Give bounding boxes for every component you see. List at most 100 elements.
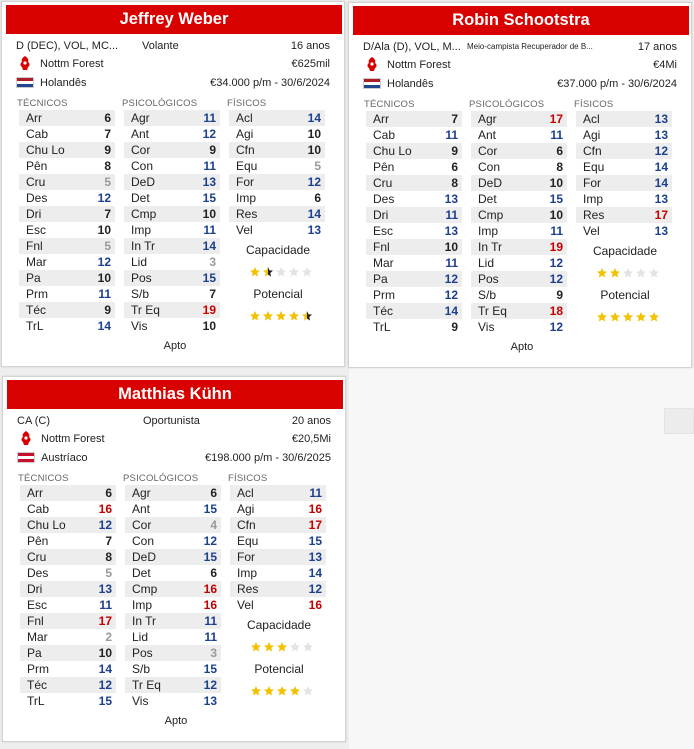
attribute-row[interactable]: Vel 16	[230, 597, 326, 613]
attribute-row[interactable]: Cmp 16	[125, 581, 221, 597]
attribute-row[interactable]: Acl 13	[576, 111, 672, 127]
attribute-row[interactable]: Prm 14	[20, 661, 116, 677]
attribute-row[interactable]: DeD 10	[471, 175, 567, 191]
attribute-row[interactable]: Agr 6	[125, 485, 221, 501]
attribute-row[interactable]: Acl 11	[230, 485, 326, 501]
attribute-row[interactable]: Cor 4	[125, 517, 221, 533]
attribute-row[interactable]: Det 15	[124, 190, 220, 206]
attribute-row[interactable]: Cfn 10	[229, 142, 325, 158]
attribute-row[interactable]: Téc 14	[366, 303, 462, 319]
attribute-row[interactable]: Cmp 10	[471, 207, 567, 223]
attribute-row[interactable]: Cab 11	[366, 127, 462, 143]
attribute-row[interactable]: DeD 15	[125, 549, 221, 565]
attribute-row[interactable]: Dri 13	[20, 581, 116, 597]
attribute-row[interactable]: Prm 12	[366, 287, 462, 303]
attribute-row[interactable]: Agi 16	[230, 501, 326, 517]
attribute-row[interactable]: Prm 11	[19, 286, 115, 302]
player-card[interactable]: Jeffrey Weber D (DEC), VOL, MC... Volante 1…	[1, 1, 345, 367]
attribute-row[interactable]: S/b 7	[124, 286, 220, 302]
attribute-row[interactable]: Cru 5	[19, 174, 115, 190]
attribute-row[interactable]: Fnl 10	[366, 239, 462, 255]
attribute-row[interactable]: Fnl 5	[19, 238, 115, 254]
attribute-row[interactable]: Des 13	[366, 191, 462, 207]
attribute-row[interactable]: Ant 12	[124, 126, 220, 142]
attribute-row[interactable]: Pos 15	[124, 270, 220, 286]
attribute-row[interactable]: Esc 13	[366, 223, 462, 239]
attribute-row[interactable]: Agi 10	[229, 126, 325, 142]
attribute-row[interactable]: Pa 12	[366, 271, 462, 287]
attribute-row[interactable]: Vel 13	[576, 223, 672, 239]
attribute-row[interactable]: Mar 2	[20, 629, 116, 645]
attribute-row[interactable]: Mar 11	[366, 255, 462, 271]
attribute-row[interactable]: TrL 14	[19, 318, 115, 334]
club-name[interactable]: Nottm Forest	[387, 59, 451, 71]
attribute-row[interactable]: Esc 11	[20, 597, 116, 613]
attribute-row[interactable]: In Tr 19	[471, 239, 567, 255]
player-name[interactable]: Jeffrey Weber	[6, 5, 342, 34]
attribute-row[interactable]: Pos 12	[471, 271, 567, 287]
attribute-row[interactable]: For 14	[576, 175, 672, 191]
attribute-row[interactable]: Chu Lo 9	[19, 142, 115, 158]
attribute-row[interactable]: Arr 6	[20, 485, 116, 501]
player-card[interactable]: Robin Schootstra D/Ala (D), VOL, M... Meio…	[348, 2, 692, 368]
player-card[interactable]: Matthias Kühn CA (C) Oportunista 20 anos Not…	[2, 376, 346, 742]
attribute-row[interactable]: Fnl 17	[20, 613, 116, 629]
attribute-row[interactable]: Imp 16	[125, 597, 221, 613]
attribute-row[interactable]: Cmp 10	[124, 206, 220, 222]
attribute-row[interactable]: Cru 8	[20, 549, 116, 565]
attribute-row[interactable]: Mar 12	[19, 254, 115, 270]
attribute-row[interactable]: Equ 15	[230, 533, 326, 549]
attribute-row[interactable]: Vel 13	[229, 222, 325, 238]
attribute-row[interactable]: Res 14	[229, 206, 325, 222]
attribute-row[interactable]: Vis 10	[124, 318, 220, 334]
attribute-row[interactable]: DeD 13	[124, 174, 220, 190]
attribute-row[interactable]: Cor 9	[124, 142, 220, 158]
attribute-row[interactable]: Imp 11	[471, 223, 567, 239]
attribute-row[interactable]: Vis 13	[125, 693, 221, 709]
attribute-row[interactable]: Téc 12	[20, 677, 116, 693]
attribute-row[interactable]: S/b 15	[125, 661, 221, 677]
attribute-row[interactable]: Pên 7	[20, 533, 116, 549]
attribute-row[interactable]: Con 12	[125, 533, 221, 549]
attribute-row[interactable]: Imp 11	[124, 222, 220, 238]
attribute-row[interactable]: Agi 13	[576, 127, 672, 143]
attribute-row[interactable]: Tr Eq 18	[471, 303, 567, 319]
attribute-row[interactable]: Cfn 17	[230, 517, 326, 533]
attribute-row[interactable]: Cab 7	[19, 126, 115, 142]
attribute-row[interactable]: In Tr 14	[124, 238, 220, 254]
player-name[interactable]: Robin Schootstra	[353, 6, 689, 35]
attribute-row[interactable]: Tr Eq 12	[125, 677, 221, 693]
attribute-row[interactable]: TrL 15	[20, 693, 116, 709]
attribute-row[interactable]: Lid 12	[471, 255, 567, 271]
attribute-row[interactable]: Res 17	[576, 207, 672, 223]
attribute-row[interactable]: Des 5	[20, 565, 116, 581]
attribute-row[interactable]: Cru 8	[366, 175, 462, 191]
attribute-row[interactable]: Chu Lo 9	[366, 143, 462, 159]
attribute-row[interactable]: Pa 10	[19, 270, 115, 286]
attribute-row[interactable]: Pos 3	[125, 645, 221, 661]
attribute-row[interactable]: Equ 14	[576, 159, 672, 175]
attribute-row[interactable]: Imp 6	[229, 190, 325, 206]
attribute-row[interactable]: Des 12	[19, 190, 115, 206]
attribute-row[interactable]: Det 15	[471, 191, 567, 207]
player-name[interactable]: Matthias Kühn	[7, 380, 343, 409]
attribute-row[interactable]: TrL 9	[366, 319, 462, 335]
attribute-row[interactable]: Imp 13	[576, 191, 672, 207]
attribute-row[interactable]: Equ 5	[229, 158, 325, 174]
attribute-row[interactable]: For 13	[230, 549, 326, 565]
attribute-row[interactable]: Dri 11	[366, 207, 462, 223]
attribute-row[interactable]: S/b 9	[471, 287, 567, 303]
attribute-row[interactable]: Acl 14	[229, 110, 325, 126]
attribute-row[interactable]: Esc 10	[19, 222, 115, 238]
attribute-row[interactable]: Pa 10	[20, 645, 116, 661]
attribute-row[interactable]: Arr 6	[19, 110, 115, 126]
attribute-row[interactable]: Chu Lo 12	[20, 517, 116, 533]
club-name[interactable]: Nottm Forest	[40, 58, 104, 70]
attribute-row[interactable]: Res 12	[230, 581, 326, 597]
attribute-row[interactable]: Arr 7	[366, 111, 462, 127]
attribute-row[interactable]: Ant 11	[471, 127, 567, 143]
attribute-row[interactable]: Ant 15	[125, 501, 221, 517]
attribute-row[interactable]: Vis 12	[471, 319, 567, 335]
attribute-row[interactable]: For 12	[229, 174, 325, 190]
attribute-row[interactable]: Pên 8	[19, 158, 115, 174]
